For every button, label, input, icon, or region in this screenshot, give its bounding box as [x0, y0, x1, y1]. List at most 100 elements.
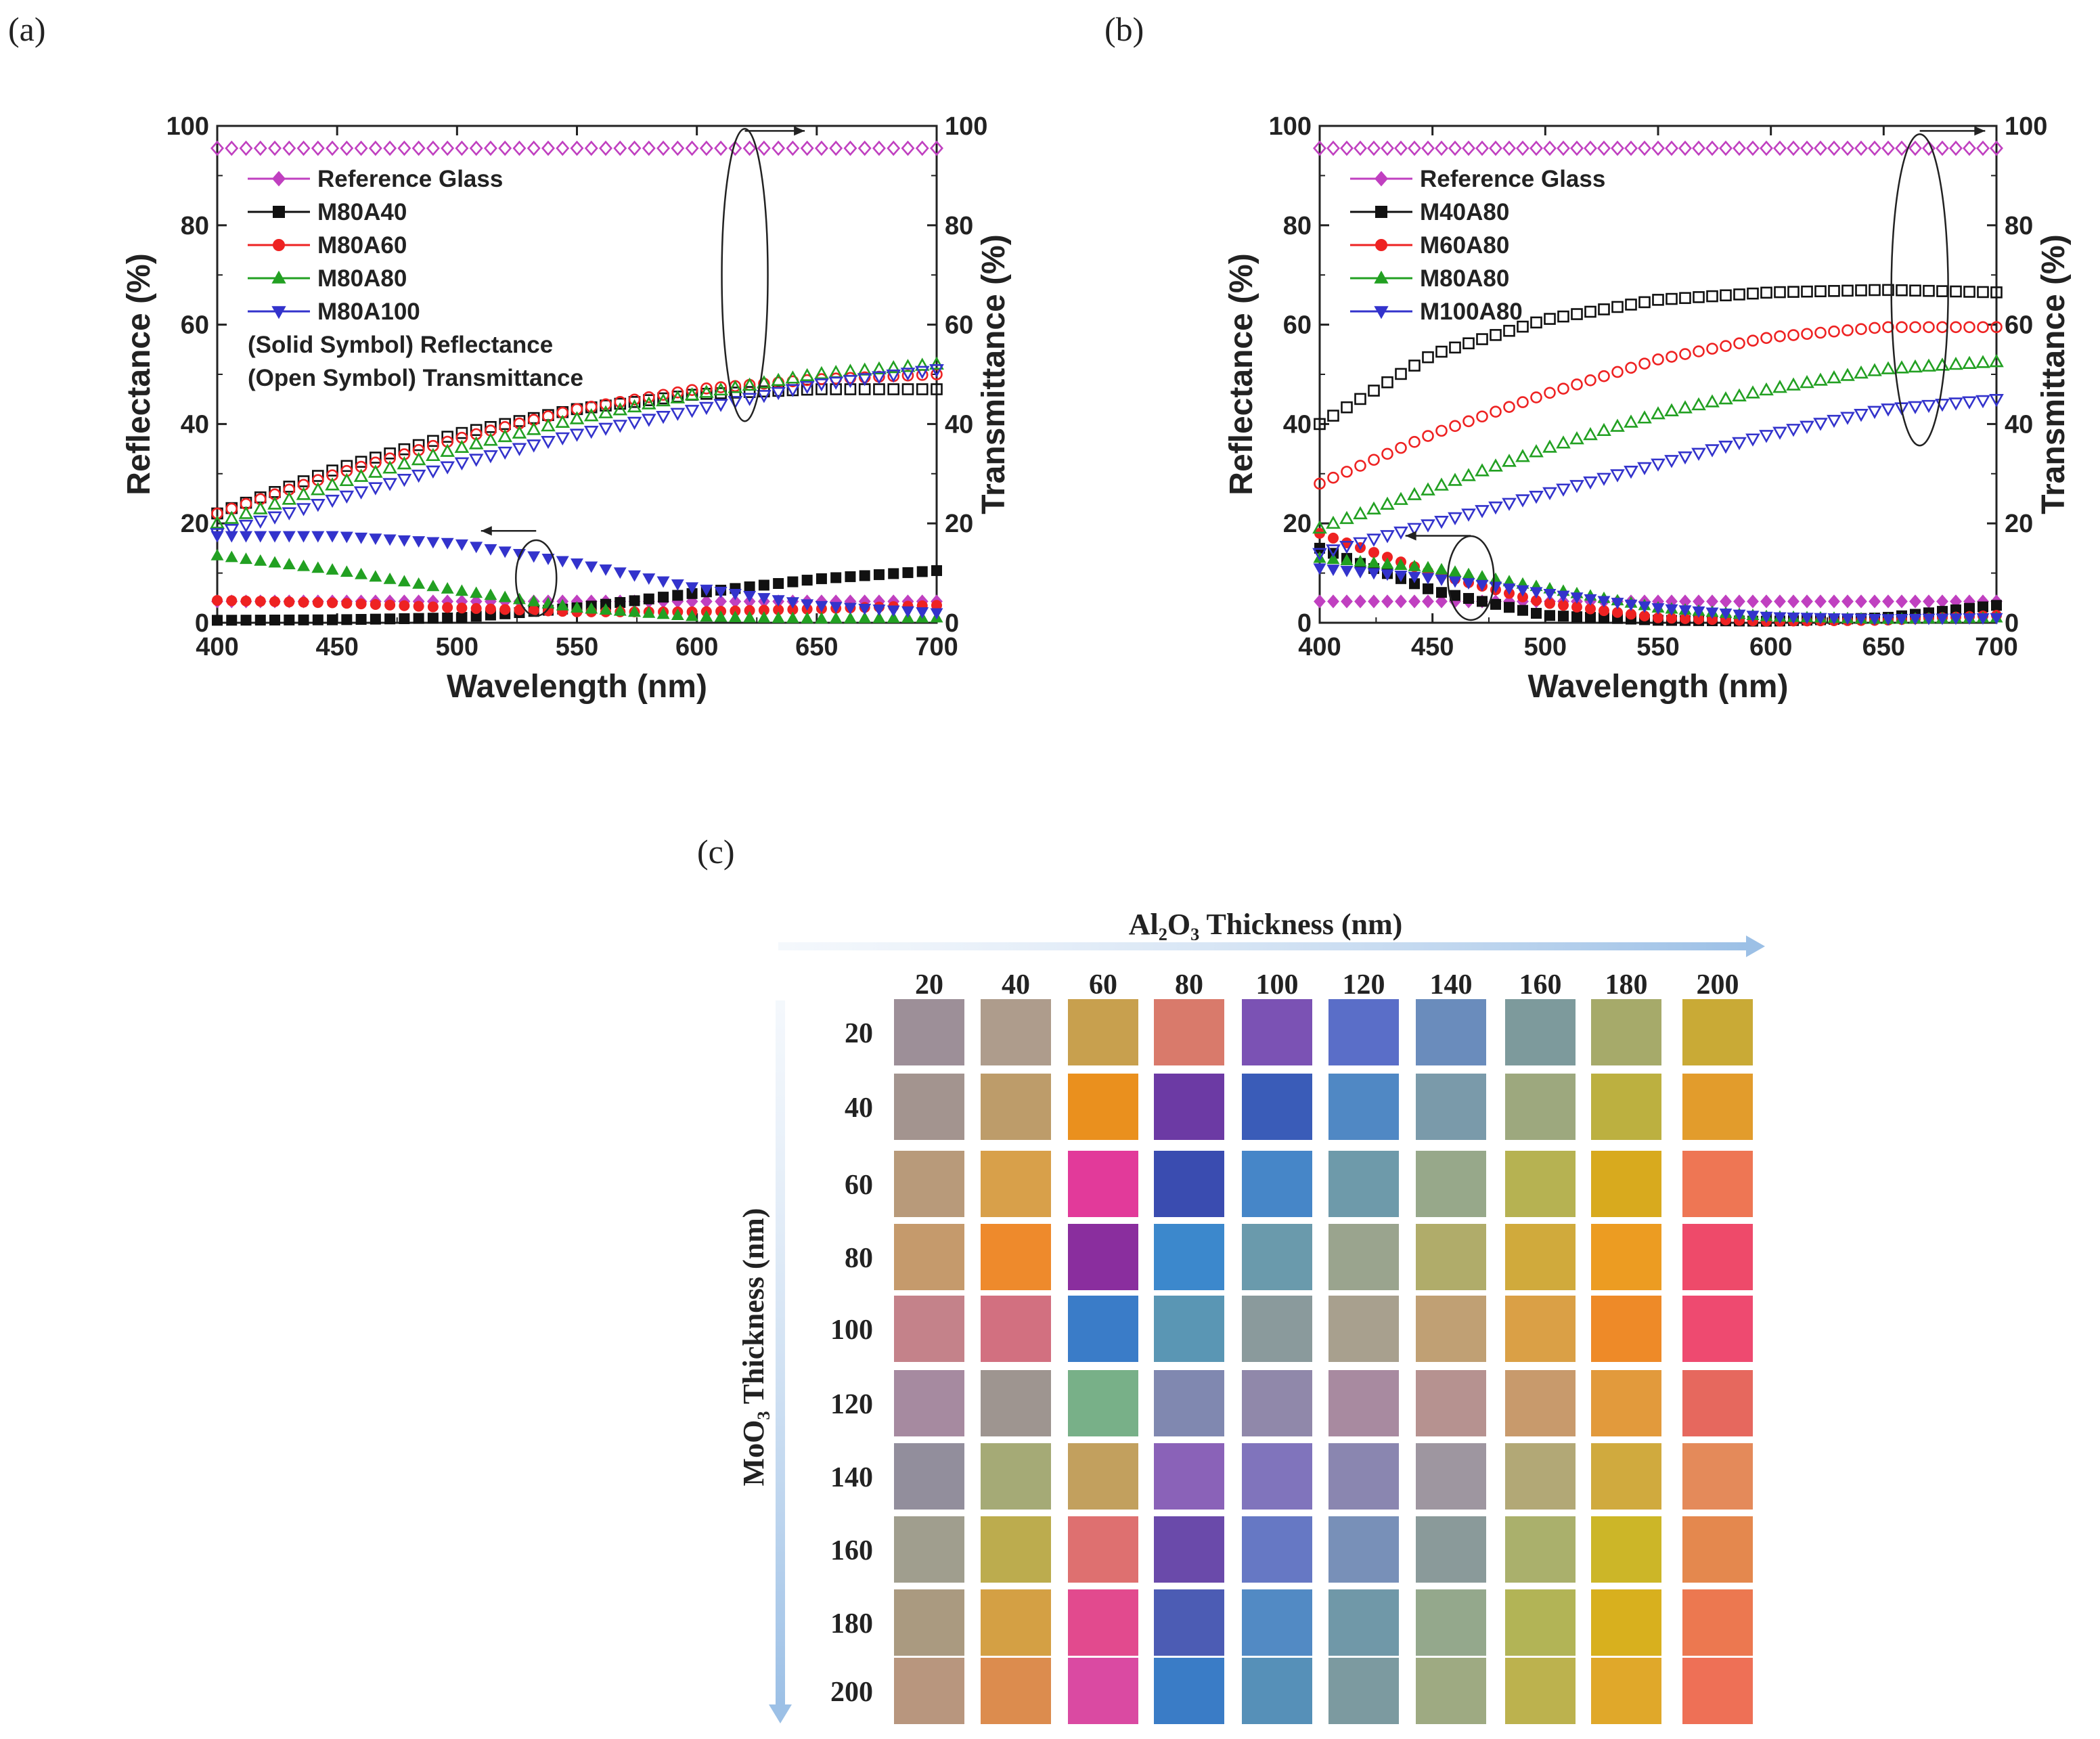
reflectance-point-m80a100: [311, 531, 325, 543]
transmittance-point-m40a80: [1720, 289, 1732, 302]
transmittance-point-m80a100: [728, 395, 743, 410]
transmittance-point-m60a80: [1652, 353, 1664, 366]
row-label: 80: [845, 1243, 873, 1274]
reflectance-point-m80a100: [686, 582, 699, 594]
transmittance-point-reference-glass: [901, 140, 915, 156]
transmittance-point-m80a40: [384, 447, 396, 460]
reflectance-point-m80a100: [541, 553, 555, 565]
y2-tick-label: 40: [945, 410, 973, 439]
transmittance-point-m40a80: [1327, 410, 1339, 422]
reflectance-point-m80a40: [672, 590, 684, 601]
reflectance-point-m100a80: [1895, 614, 1908, 625]
transmittance-point-m80a100: [698, 401, 714, 416]
color-swatch: [1328, 1516, 1399, 1583]
transmittance-point-m80a100: [497, 446, 513, 460]
color-swatch: [894, 1074, 964, 1140]
color-swatch: [1328, 1224, 1399, 1290]
transmittance-point-reference-glass: [411, 140, 426, 156]
transmittance-point-m80a40: [326, 464, 338, 477]
transmittance-point-m80a100: [742, 393, 757, 406]
color-swatch: [1068, 1074, 1138, 1140]
transmittance-point-m60a80: [1530, 391, 1542, 403]
transmittance-point-m80a40: [916, 383, 929, 395]
transmittance-point-reference-glass: [1313, 140, 1326, 156]
color-swatch: [981, 1074, 1051, 1140]
reflectance-point-m60a80: [1368, 547, 1379, 558]
transmittance-point-m80a80: [483, 433, 498, 446]
transmittance-point-m80a100: [872, 371, 887, 384]
transmittance-point-m80a100: [368, 482, 383, 496]
transmittance-point-m80a100: [771, 387, 786, 401]
transmittance-point-reference-glass: [1326, 140, 1340, 156]
transmittance-point-m80a80: [612, 402, 628, 416]
reflectance-point-m80a80: [829, 611, 843, 623]
transmittance-point-m60a80: [1855, 323, 1867, 336]
reflectance-point-m80a80: [858, 611, 872, 623]
transmittance-point-m100a80: [1800, 420, 1814, 434]
y2-tick-label: 100: [2005, 112, 2047, 141]
reflectance-point-m40a80: [1504, 602, 1515, 613]
x-axis-title: Wavelength (nm): [1528, 669, 1789, 705]
transmittance-point-m60a80: [1896, 321, 1908, 334]
transmittance-point-reference-glass: [296, 140, 311, 156]
transmittance-point-reference-glass: [800, 140, 814, 156]
transmittance-point-m100a80: [1691, 447, 1706, 461]
reflectance-point-reference-glass: [1381, 594, 1393, 609]
reflectance-point-m80a80: [527, 594, 541, 607]
transmittance-point-m60a80: [1990, 321, 2003, 334]
transmittance-point-reference-glass: [512, 140, 527, 156]
color-swatch: [981, 1224, 1051, 1290]
reflectance-point-m80a100: [282, 531, 296, 543]
transmittance-point-m80a80: [512, 425, 527, 439]
color-swatch: [1416, 1074, 1486, 1140]
reflectance-point-m100a80: [1760, 611, 1773, 623]
transmittance-point-m60a80: [1747, 334, 1759, 347]
transmittance-point-m100a80: [1813, 418, 1828, 431]
transmittance-point-m80a80: [238, 506, 254, 519]
y-tick-label: 40: [1283, 410, 1312, 439]
transmittance-point-reference-glass: [742, 140, 757, 156]
reflectance-point-m100a80: [1638, 601, 1651, 613]
transmittance-point-m80a80: [1353, 506, 1368, 520]
reflectance-point-m40a80: [1517, 604, 1528, 616]
transmittance-point-reference-glass: [1936, 140, 1949, 156]
transmittance-point-m80a40: [441, 431, 453, 443]
color-swatch: [1242, 1589, 1312, 1656]
transmittance-point-m60a80: [1666, 351, 1678, 363]
reflectance-point-m80a80: [225, 550, 238, 563]
transmittance-point-m100a80: [1515, 494, 1530, 508]
color-swatch: [1416, 1151, 1486, 1217]
transmittance-point-m80a100: [454, 457, 470, 471]
transmittance-point-m80a80: [1772, 380, 1787, 393]
reflectance-point-m80a80: [1394, 558, 1408, 571]
transmittance-point-reference-glass: [1462, 140, 1475, 156]
reflectance-point-m100a80: [1516, 585, 1529, 597]
reflectance-point-reference-glass: [1760, 594, 1772, 609]
legend: Reference Glass M40A80 M60A80 M80A80 M100A80: [1350, 166, 1605, 325]
reflectance-point-m80a40: [916, 566, 928, 577]
reflectance-point-m80a80: [1340, 554, 1354, 565]
reflectance-point-m100a80: [1326, 565, 1340, 577]
transmittance-point-m60a80: [1476, 410, 1488, 423]
y2-tick-label: 40: [2005, 410, 2033, 439]
transmittance-point-m40a80: [1381, 376, 1393, 389]
transmittance-point-m40a80: [1490, 329, 1502, 341]
color-swatch: [981, 1151, 1051, 1217]
color-swatch: [1505, 1516, 1576, 1583]
color-swatch: [981, 1516, 1051, 1583]
color-swatch: [1154, 1443, 1224, 1510]
color-swatch: [1068, 1151, 1138, 1217]
reflectance-point-m80a60: [499, 604, 511, 615]
reflectance-point-m80a80: [1326, 552, 1340, 565]
transmittance-point-m80a40: [743, 386, 756, 398]
reflectance-point-m80a80: [426, 579, 440, 592]
y2-axis-title: Transmittance (%): [976, 234, 1012, 514]
reflectance-point-m80a40: [413, 613, 424, 624]
reflectance-point-m80a40: [298, 614, 309, 625]
reflectance-point-m80a40: [787, 576, 799, 588]
transmittance-point-m80a60: [715, 381, 727, 393]
column-label: 100: [1256, 969, 1299, 1000]
reflectance-point-m100a80: [1651, 603, 1665, 615]
reflectance-point-m80a80: [556, 598, 569, 611]
transmittance-point-m100a80: [1353, 537, 1368, 551]
